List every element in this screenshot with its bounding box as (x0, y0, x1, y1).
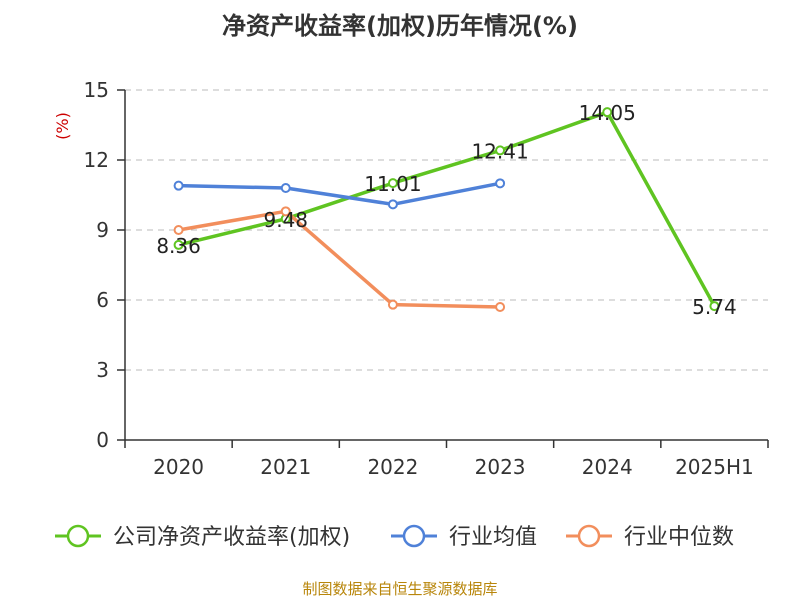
data-point (495, 145, 506, 156)
series-line (176, 209, 502, 309)
series-lines (173, 107, 720, 312)
data-point (387, 178, 398, 189)
axes: 0 3 6 9 12 15 2020 2021 2022 2023 2024 2025H1 (84, 78, 769, 479)
chart-title: 净资产收益率(加权)历年情况(%) (222, 12, 578, 40)
legend: 公司净资产收益率(加权) 行业均值 行业中位数 (55, 524, 734, 550)
x-tick-label: 2022 (367, 455, 418, 479)
data-label: 5.74 (692, 295, 737, 319)
data-label: 11.01 (364, 172, 421, 196)
x-tick-label: 2025H1 (675, 455, 754, 479)
y-tick-label: 0 (96, 428, 109, 452)
grid-lines (125, 89, 768, 371)
legend-item: 行业均值 (391, 524, 537, 550)
data-point (387, 199, 398, 210)
x-tick-label: 2023 (475, 455, 526, 479)
data-label: 12.41 (471, 139, 528, 163)
data-label: 9.48 (263, 208, 308, 232)
x-tick-label: 2024 (582, 455, 633, 479)
legend-marker (402, 524, 426, 548)
legend-item: 公司净资产收益率(加权) (55, 524, 350, 550)
legend-marker (66, 524, 90, 548)
data-point (173, 239, 184, 250)
x-tick-label: 2020 (153, 455, 204, 479)
y-tick-label: 15 (84, 78, 109, 102)
series-line (176, 181, 502, 207)
data-point (602, 107, 613, 118)
data-point (495, 178, 506, 189)
series-line (176, 110, 717, 308)
y-tick-label: 6 (96, 288, 109, 312)
legend-item: 行业中位数 (566, 524, 734, 550)
legend-label: 行业均值 (449, 525, 537, 550)
y-tick-label: 12 (84, 148, 109, 172)
legend-label: 行业中位数 (624, 525, 734, 550)
data-point (173, 180, 184, 191)
legend-marker (577, 524, 601, 548)
data-point (495, 302, 506, 312)
source-note: 制图数据来自恒生聚源数据库 (302, 580, 498, 598)
legend-label: 公司净资产收益率(加权) (113, 525, 350, 550)
data-point (280, 206, 291, 217)
x-tick-label: 2021 (260, 455, 311, 479)
data-point (173, 225, 184, 235)
y-tick-label: 9 (96, 218, 109, 242)
data-label: 8.36 (156, 234, 201, 258)
y-tick-label: 3 (96, 358, 109, 382)
data-label: 14.05 (579, 101, 636, 125)
data-point (709, 301, 720, 312)
data-labels: 8.36 9.48 11.01 12.41 14.05 5.74 (156, 101, 736, 319)
y-axis-unit-label: (%) (53, 112, 72, 140)
data-point (280, 183, 291, 193)
data-point (387, 299, 398, 310)
